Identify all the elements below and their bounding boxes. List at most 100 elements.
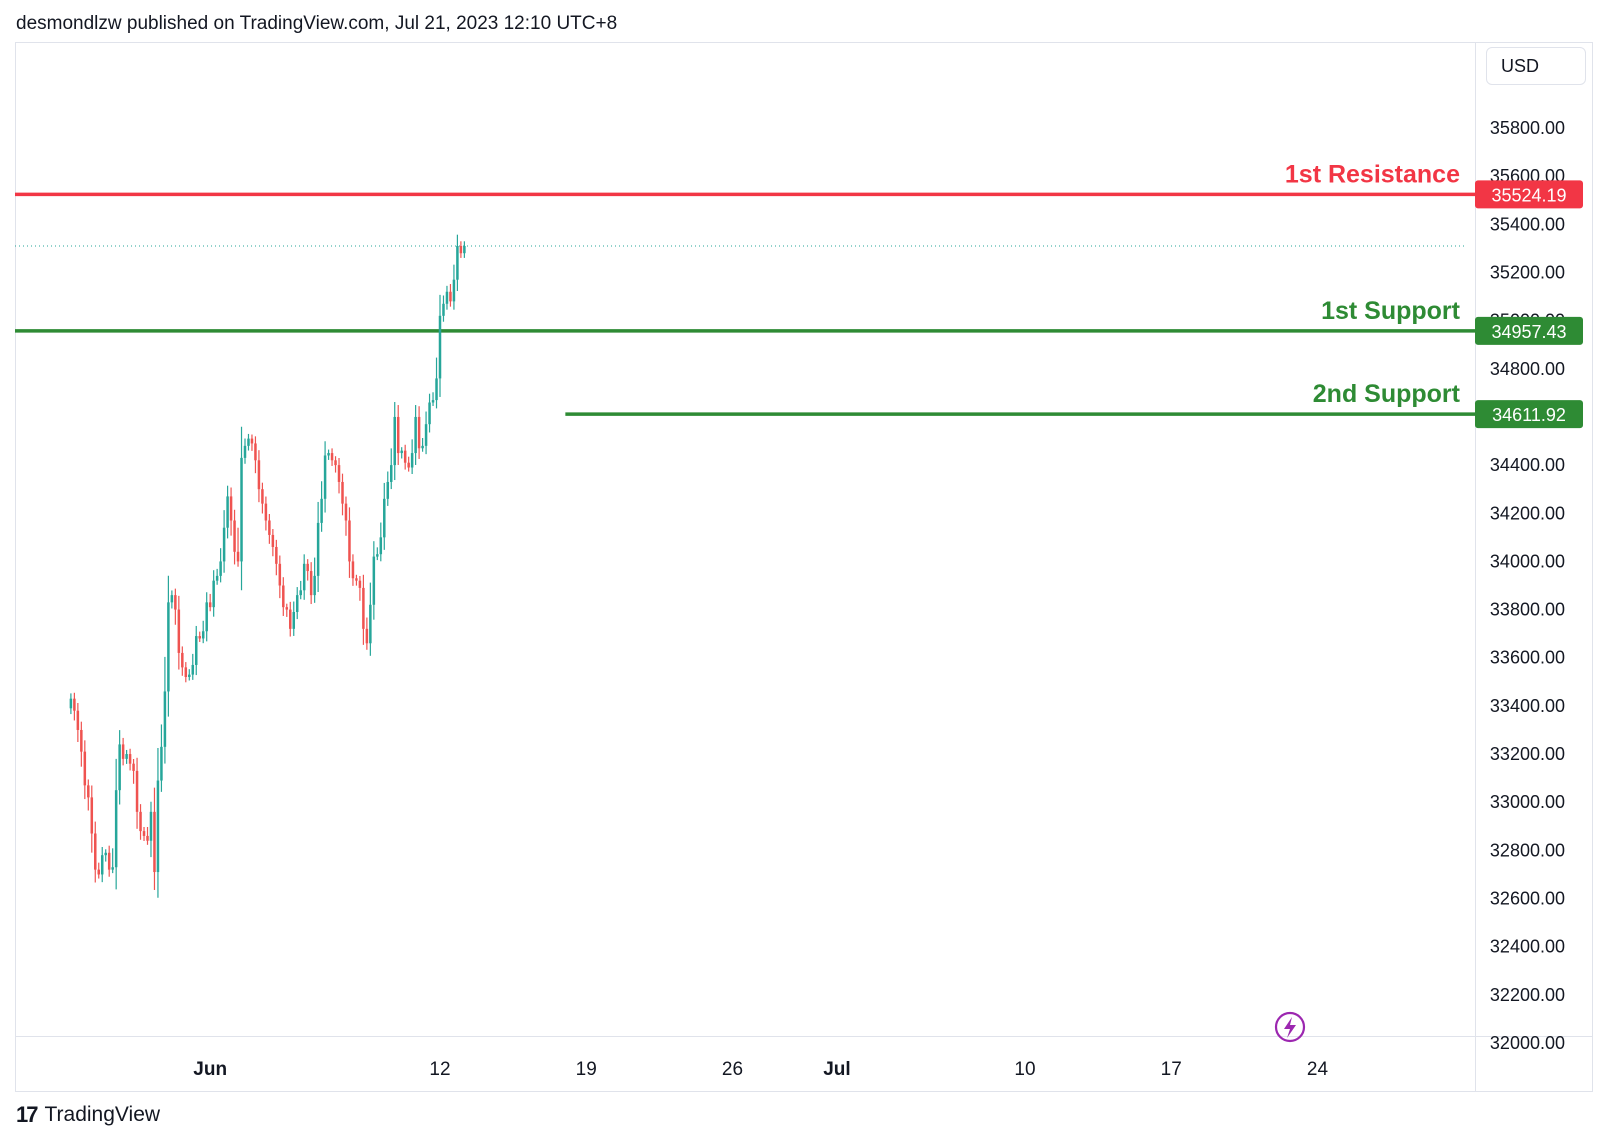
candle[interactable] <box>236 527 240 567</box>
candle[interactable] <box>184 662 188 683</box>
candle[interactable] <box>403 444 407 470</box>
candle[interactable] <box>386 471 390 506</box>
candle[interactable] <box>87 779 90 811</box>
candle[interactable] <box>254 436 257 474</box>
candle[interactable] <box>247 433 250 451</box>
candle[interactable] <box>76 703 80 743</box>
candle[interactable] <box>219 548 222 583</box>
candle[interactable] <box>208 593 212 612</box>
candle[interactable] <box>257 450 261 503</box>
candle[interactable] <box>459 241 463 258</box>
candle[interactable] <box>421 438 424 452</box>
candle[interactable] <box>407 456 410 472</box>
candle[interactable] <box>330 448 334 466</box>
candle[interactable] <box>174 588 177 625</box>
candle[interactable] <box>215 568 219 585</box>
currency-selector[interactable]: USD <box>1486 47 1586 85</box>
candle[interactable] <box>337 458 341 494</box>
candle[interactable] <box>442 295 445 322</box>
candle[interactable] <box>400 447 403 459</box>
candle[interactable] <box>100 846 104 883</box>
candle[interactable] <box>282 577 285 616</box>
candle[interactable] <box>295 587 299 620</box>
candle[interactable] <box>222 510 226 573</box>
candle[interactable] <box>435 357 438 409</box>
candle[interactable] <box>292 601 296 636</box>
candle[interactable] <box>348 507 351 578</box>
candle[interactable] <box>191 653 195 680</box>
candle[interactable] <box>264 496 268 531</box>
candle[interactable] <box>153 787 156 890</box>
candle[interactable] <box>323 441 327 513</box>
candle[interactable] <box>393 402 396 481</box>
candle[interactable] <box>302 554 306 600</box>
candle[interactable] <box>118 730 121 805</box>
candle[interactable] <box>355 574 358 586</box>
candle[interactable] <box>362 574 365 645</box>
candle[interactable] <box>341 473 344 516</box>
candle[interactable] <box>389 448 393 490</box>
candle[interactable] <box>456 234 459 292</box>
candle[interactable] <box>229 487 233 536</box>
candle[interactable] <box>365 617 369 650</box>
candle[interactable] <box>83 740 87 800</box>
candle[interactable] <box>132 758 135 784</box>
candle[interactable] <box>431 392 435 406</box>
candle[interactable] <box>167 575 170 717</box>
candle[interactable] <box>278 555 282 599</box>
candle[interactable] <box>97 862 101 879</box>
tradingview-footer[interactable]: 17 TradingView <box>16 1102 160 1128</box>
candle[interactable] <box>383 482 386 550</box>
candle[interactable] <box>250 434 254 451</box>
candle[interactable] <box>316 501 320 593</box>
candle[interactable] <box>449 284 452 307</box>
candle[interactable] <box>344 496 348 536</box>
candle[interactable] <box>107 845 111 877</box>
candle[interactable] <box>156 748 160 898</box>
candle[interactable] <box>271 529 275 557</box>
candle[interactable] <box>320 481 323 532</box>
candle[interactable] <box>428 393 431 433</box>
candle[interactable] <box>94 821 97 883</box>
candle[interactable] <box>135 757 139 829</box>
candle[interactable] <box>80 721 83 767</box>
candle[interactable] <box>212 570 215 617</box>
candle[interactable] <box>372 541 376 620</box>
candle[interactable] <box>198 631 201 642</box>
candle[interactable] <box>306 559 309 581</box>
candle[interactable] <box>396 405 400 465</box>
candle[interactable] <box>327 449 330 460</box>
candle[interactable] <box>90 785 94 853</box>
candle[interactable] <box>142 827 146 841</box>
candle[interactable] <box>104 849 107 862</box>
candle[interactable] <box>177 595 181 670</box>
candle[interactable] <box>261 482 264 514</box>
candle[interactable] <box>125 749 128 764</box>
candle[interactable] <box>285 603 289 617</box>
candle[interactable] <box>438 294 442 397</box>
candle[interactable] <box>369 582 372 656</box>
candle[interactable] <box>414 405 417 465</box>
candle[interactable] <box>445 285 449 310</box>
candle[interactable] <box>289 601 292 637</box>
candle[interactable] <box>268 513 271 544</box>
candle[interactable] <box>139 804 142 840</box>
candle[interactable] <box>128 748 132 771</box>
candle[interactable] <box>205 592 208 642</box>
candle[interactable] <box>160 724 163 792</box>
candle[interactable] <box>351 554 355 586</box>
candle[interactable] <box>452 264 456 310</box>
candle[interactable] <box>114 758 118 890</box>
candle[interactable] <box>358 575 362 601</box>
candle[interactable] <box>334 456 337 473</box>
candle[interactable] <box>309 562 313 605</box>
candle[interactable] <box>73 692 76 721</box>
candle[interactable] <box>188 669 191 681</box>
candle[interactable] <box>275 539 278 576</box>
candle[interactable] <box>201 620 205 644</box>
candle[interactable] <box>194 625 198 676</box>
candle[interactable] <box>111 848 114 874</box>
candle[interactable] <box>417 406 421 459</box>
candle[interactable] <box>226 485 229 539</box>
candle[interactable] <box>170 590 174 609</box>
